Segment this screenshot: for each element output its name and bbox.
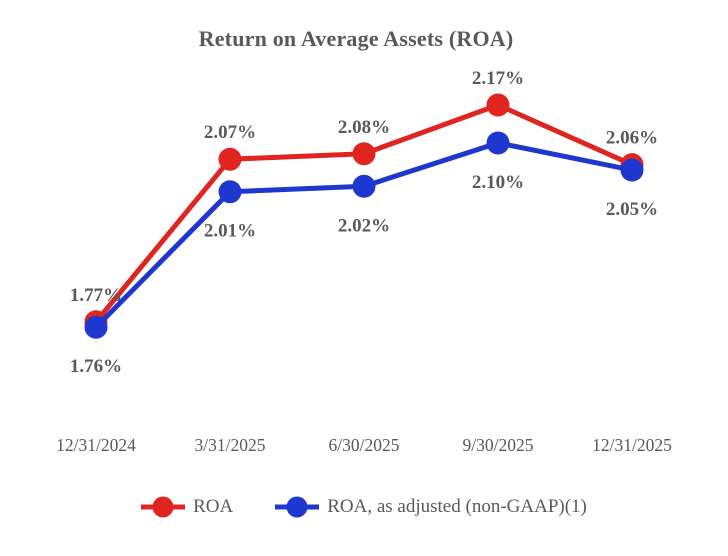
data-point-marker [218, 147, 242, 171]
chart-title: Return on Average Assets (ROA) [198, 26, 514, 51]
data-point-label: 2.17% [472, 68, 524, 89]
data-point-label: 2.02% [338, 215, 390, 236]
data-point-label: 2.08% [338, 117, 390, 138]
data-point-marker [620, 158, 644, 182]
data-point-marker [218, 180, 242, 204]
legend-label-roa: ROA [193, 496, 234, 517]
roa-series-marker-icon [141, 496, 186, 518]
data-point-marker [486, 131, 510, 155]
legend-label-roa-adjusted: ROA, as adjusted (non-GAAP)(1) [327, 496, 587, 517]
data-point-marker [486, 93, 510, 117]
data-point-marker [352, 142, 376, 166]
x-axis-label: 6/30/2025 [329, 435, 400, 455]
data-point-label: 2.07% [204, 122, 256, 143]
x-axis-label: 12/31/2024 [56, 435, 136, 455]
legend-item-roa: ROA [141, 494, 233, 520]
roa-adjusted-series-marker-icon [275, 496, 320, 518]
x-axis-label: 9/30/2025 [463, 435, 534, 455]
data-point-label: 1.76% [70, 356, 122, 377]
x-axis-label: 3/31/2025 [195, 435, 266, 455]
data-point-marker [352, 174, 376, 198]
legend-item-roa-adjusted: ROA, as adjusted (non-GAAP)(1) [275, 494, 587, 520]
data-point-marker [84, 315, 108, 339]
data-point-label: 2.01% [204, 221, 256, 242]
data-point-label: 2.10% [472, 172, 524, 193]
data-point-label: 2.06% [606, 128, 658, 149]
x-axis-label: 12/31/2025 [592, 435, 672, 455]
data-point-label: 2.05% [606, 199, 658, 220]
chart-legend: ROA ROA, as adjusted (non-GAAP)(1) [0, 494, 728, 520]
data-point-label: 1.77% [70, 285, 122, 306]
